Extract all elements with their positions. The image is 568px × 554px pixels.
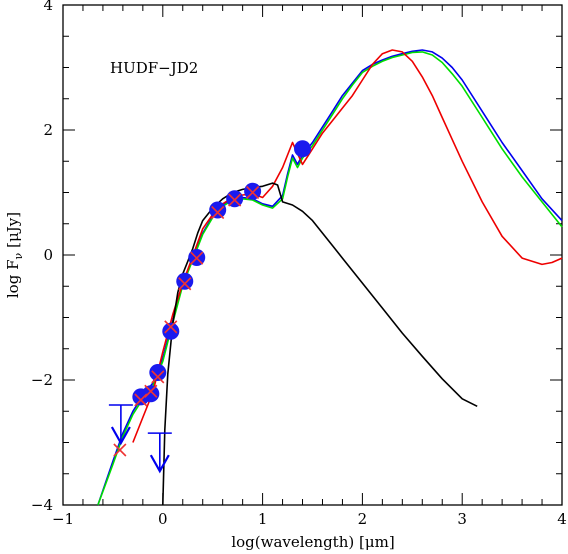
upper-limit-arrow bbox=[108, 404, 133, 446]
model-point bbox=[151, 370, 165, 384]
y-tick-label: 0 bbox=[43, 246, 53, 264]
series-line-red bbox=[132, 49, 563, 443]
observed-point bbox=[244, 182, 262, 200]
model-point bbox=[134, 393, 148, 407]
series-line-green bbox=[97, 51, 563, 506]
y-axis-label-unit: [μJy] bbox=[4, 212, 22, 248]
observed-point bbox=[209, 201, 227, 219]
model-point bbox=[113, 443, 127, 457]
x-tick-label: 2 bbox=[358, 510, 368, 528]
model-point bbox=[211, 205, 225, 220]
x-tick-label: 0 bbox=[158, 510, 168, 528]
y-tick-label: 2 bbox=[43, 121, 53, 139]
axis-ticks bbox=[62, 4, 563, 506]
x-tick-labels: −1 0 1 2 3 4 bbox=[52, 510, 567, 528]
y-tick-label: 4 bbox=[43, 0, 53, 14]
y-axis-label: log Fν [μJy] bbox=[4, 212, 25, 298]
observed-point bbox=[226, 190, 244, 208]
model-point bbox=[178, 277, 192, 291]
x-axis-label: log(wavelength) [μm] bbox=[231, 533, 394, 551]
y-tick-label: −4 bbox=[31, 496, 53, 514]
y-tick-labels: −4 −2 0 2 4 bbox=[31, 0, 53, 514]
observed-point bbox=[176, 272, 194, 290]
x-tick-label: −1 bbox=[52, 510, 74, 528]
observed-point bbox=[294, 140, 312, 158]
observed-point bbox=[149, 364, 167, 381]
observed-point bbox=[142, 385, 160, 403]
x-tick-label: 3 bbox=[457, 510, 467, 528]
observed-point bbox=[162, 322, 180, 340]
y-axis-label-main: log F bbox=[4, 260, 22, 299]
model-point bbox=[246, 185, 260, 200]
marker-layer bbox=[108, 140, 312, 474]
model-point bbox=[144, 384, 158, 398]
series-line-black bbox=[162, 182, 478, 506]
series-layer bbox=[97, 49, 563, 506]
x-tick-label: 4 bbox=[557, 510, 567, 528]
annotation-label: HUDF−JD2 bbox=[110, 59, 198, 77]
model-point bbox=[190, 251, 204, 265]
y-tick-label: −2 bbox=[31, 371, 53, 389]
y-axis-label-sub: ν bbox=[12, 253, 25, 260]
x-tick-label: 1 bbox=[258, 510, 268, 528]
model-point bbox=[164, 320, 178, 334]
upper-limit-arrow bbox=[147, 432, 172, 474]
model-point bbox=[228, 193, 242, 207]
